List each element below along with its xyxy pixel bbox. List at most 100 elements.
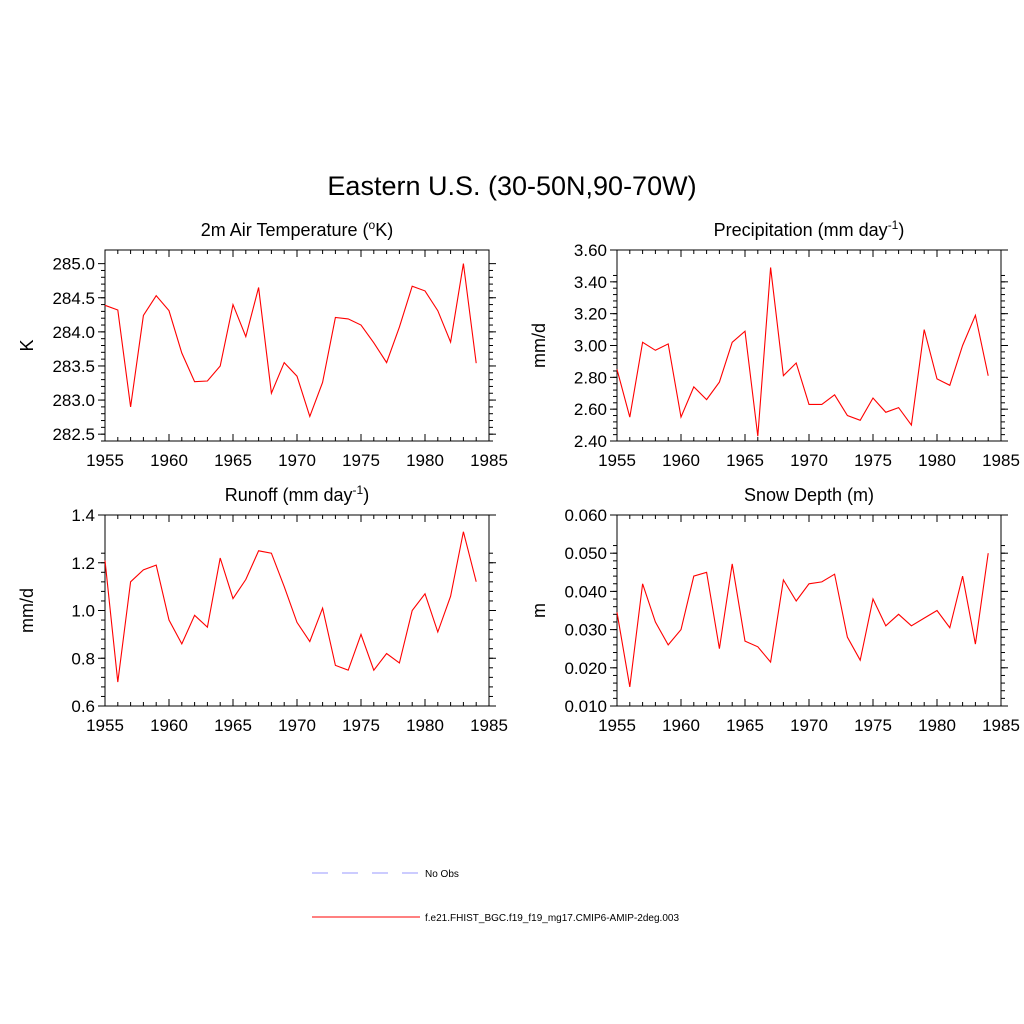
panel-title: 2m Air Temperature (oK)	[201, 218, 393, 240]
series-line	[616, 553, 989, 687]
data-point	[974, 314, 976, 316]
panel-title: Precipitation (mm day-1)	[714, 218, 905, 240]
y-axis-label: mm/d	[17, 588, 37, 633]
x-tick-label: 1955	[598, 716, 636, 735]
data-point	[680, 416, 682, 418]
data-point	[949, 626, 951, 628]
panel-runoff: Runoff (mm day-1) mm/d 1955 1960 1965 1970 197…	[17, 483, 508, 735]
panel-snow-depth: Snow Depth (m) m 1955 1960 1965 1970 1975 1980 1…	[529, 485, 1020, 735]
y-tick-label: 0.030	[564, 621, 607, 640]
panel-temperature: 2m Air Temperature (oK) K 1955 1960 1965 1970…	[17, 218, 508, 470]
data-point	[846, 636, 848, 638]
data-point	[910, 625, 912, 627]
data-point	[923, 328, 925, 330]
data-point	[373, 342, 375, 344]
data-point	[193, 380, 195, 382]
y-tick-label: 0.050	[564, 544, 607, 563]
data-point	[821, 581, 823, 583]
data-point	[385, 361, 387, 363]
data-point	[833, 394, 835, 396]
data-point	[475, 581, 477, 583]
y-axis-label: mm/d	[529, 323, 549, 368]
data-point	[974, 643, 976, 645]
data-point	[949, 384, 951, 386]
data-point	[245, 335, 247, 337]
data-point	[168, 619, 170, 621]
x-tick-label: 1985	[470, 451, 508, 470]
data-point	[654, 621, 656, 623]
data-point	[347, 318, 349, 320]
data-point	[232, 597, 234, 599]
data-point	[309, 415, 311, 417]
data-point	[155, 564, 157, 566]
x-tick-label: 1970	[790, 716, 828, 735]
y-tick-label: 282.5	[52, 425, 95, 444]
series-line	[616, 267, 989, 437]
data-point	[193, 614, 195, 616]
data-point	[321, 607, 323, 609]
data-point	[181, 643, 183, 645]
panel-title: Snow Depth (m)	[744, 485, 874, 505]
data-point	[475, 362, 477, 364]
series-line	[104, 531, 477, 683]
data-point	[206, 380, 208, 382]
data-point	[206, 626, 208, 628]
data-point	[104, 559, 106, 561]
data-point	[744, 330, 746, 332]
data-point	[821, 403, 823, 405]
y-tick-label: 0.010	[564, 697, 607, 716]
data-point	[705, 571, 707, 573]
data-point	[437, 631, 439, 633]
data-point	[257, 286, 259, 288]
panel-title: Runoff (mm day-1)	[225, 483, 369, 505]
x-tick-label: 1975	[342, 451, 380, 470]
legend-label: No Obs	[425, 869, 459, 880]
x-tick-label: 1975	[854, 451, 892, 470]
data-point	[283, 361, 285, 363]
data-point	[744, 640, 746, 642]
x-tick-label: 1960	[150, 716, 188, 735]
data-point	[373, 669, 375, 671]
y-axis-label: K	[17, 339, 37, 351]
data-point	[795, 362, 797, 364]
data-point	[961, 344, 963, 346]
data-point	[936, 609, 938, 611]
data-point	[142, 314, 144, 316]
data-point	[398, 662, 400, 664]
data-point	[808, 583, 810, 585]
y-tick-label: 3.20	[574, 305, 607, 324]
data-point	[885, 411, 887, 413]
data-point	[181, 352, 183, 354]
x-tick-label: 1955	[86, 716, 124, 735]
data-point	[296, 375, 298, 377]
x-tick-label: 1980	[918, 716, 956, 735]
data-point	[769, 661, 771, 663]
y-tick-label: 0.6	[71, 697, 95, 716]
y-tick-label: 0.020	[564, 659, 607, 678]
data-point	[283, 585, 285, 587]
data-point	[987, 552, 989, 554]
data-point	[168, 310, 170, 312]
data-point	[936, 378, 938, 380]
data-point	[693, 386, 695, 388]
data-point	[334, 316, 336, 318]
data-point	[808, 403, 810, 405]
data-point	[462, 531, 464, 533]
data-point	[680, 628, 682, 630]
data-point	[155, 295, 157, 297]
y-tick-label: 284.0	[52, 323, 95, 342]
x-tick-label: 1975	[342, 716, 380, 735]
data-point	[897, 406, 899, 408]
data-point	[616, 611, 618, 613]
data-point	[718, 381, 720, 383]
data-point	[411, 609, 413, 611]
data-point	[219, 557, 221, 559]
data-point	[769, 266, 771, 268]
data-point	[872, 598, 874, 600]
data-point	[104, 304, 106, 306]
data-point	[885, 625, 887, 627]
data-point	[833, 573, 835, 575]
plot-frame	[616, 249, 1002, 442]
x-tick-label: 1965	[726, 716, 764, 735]
